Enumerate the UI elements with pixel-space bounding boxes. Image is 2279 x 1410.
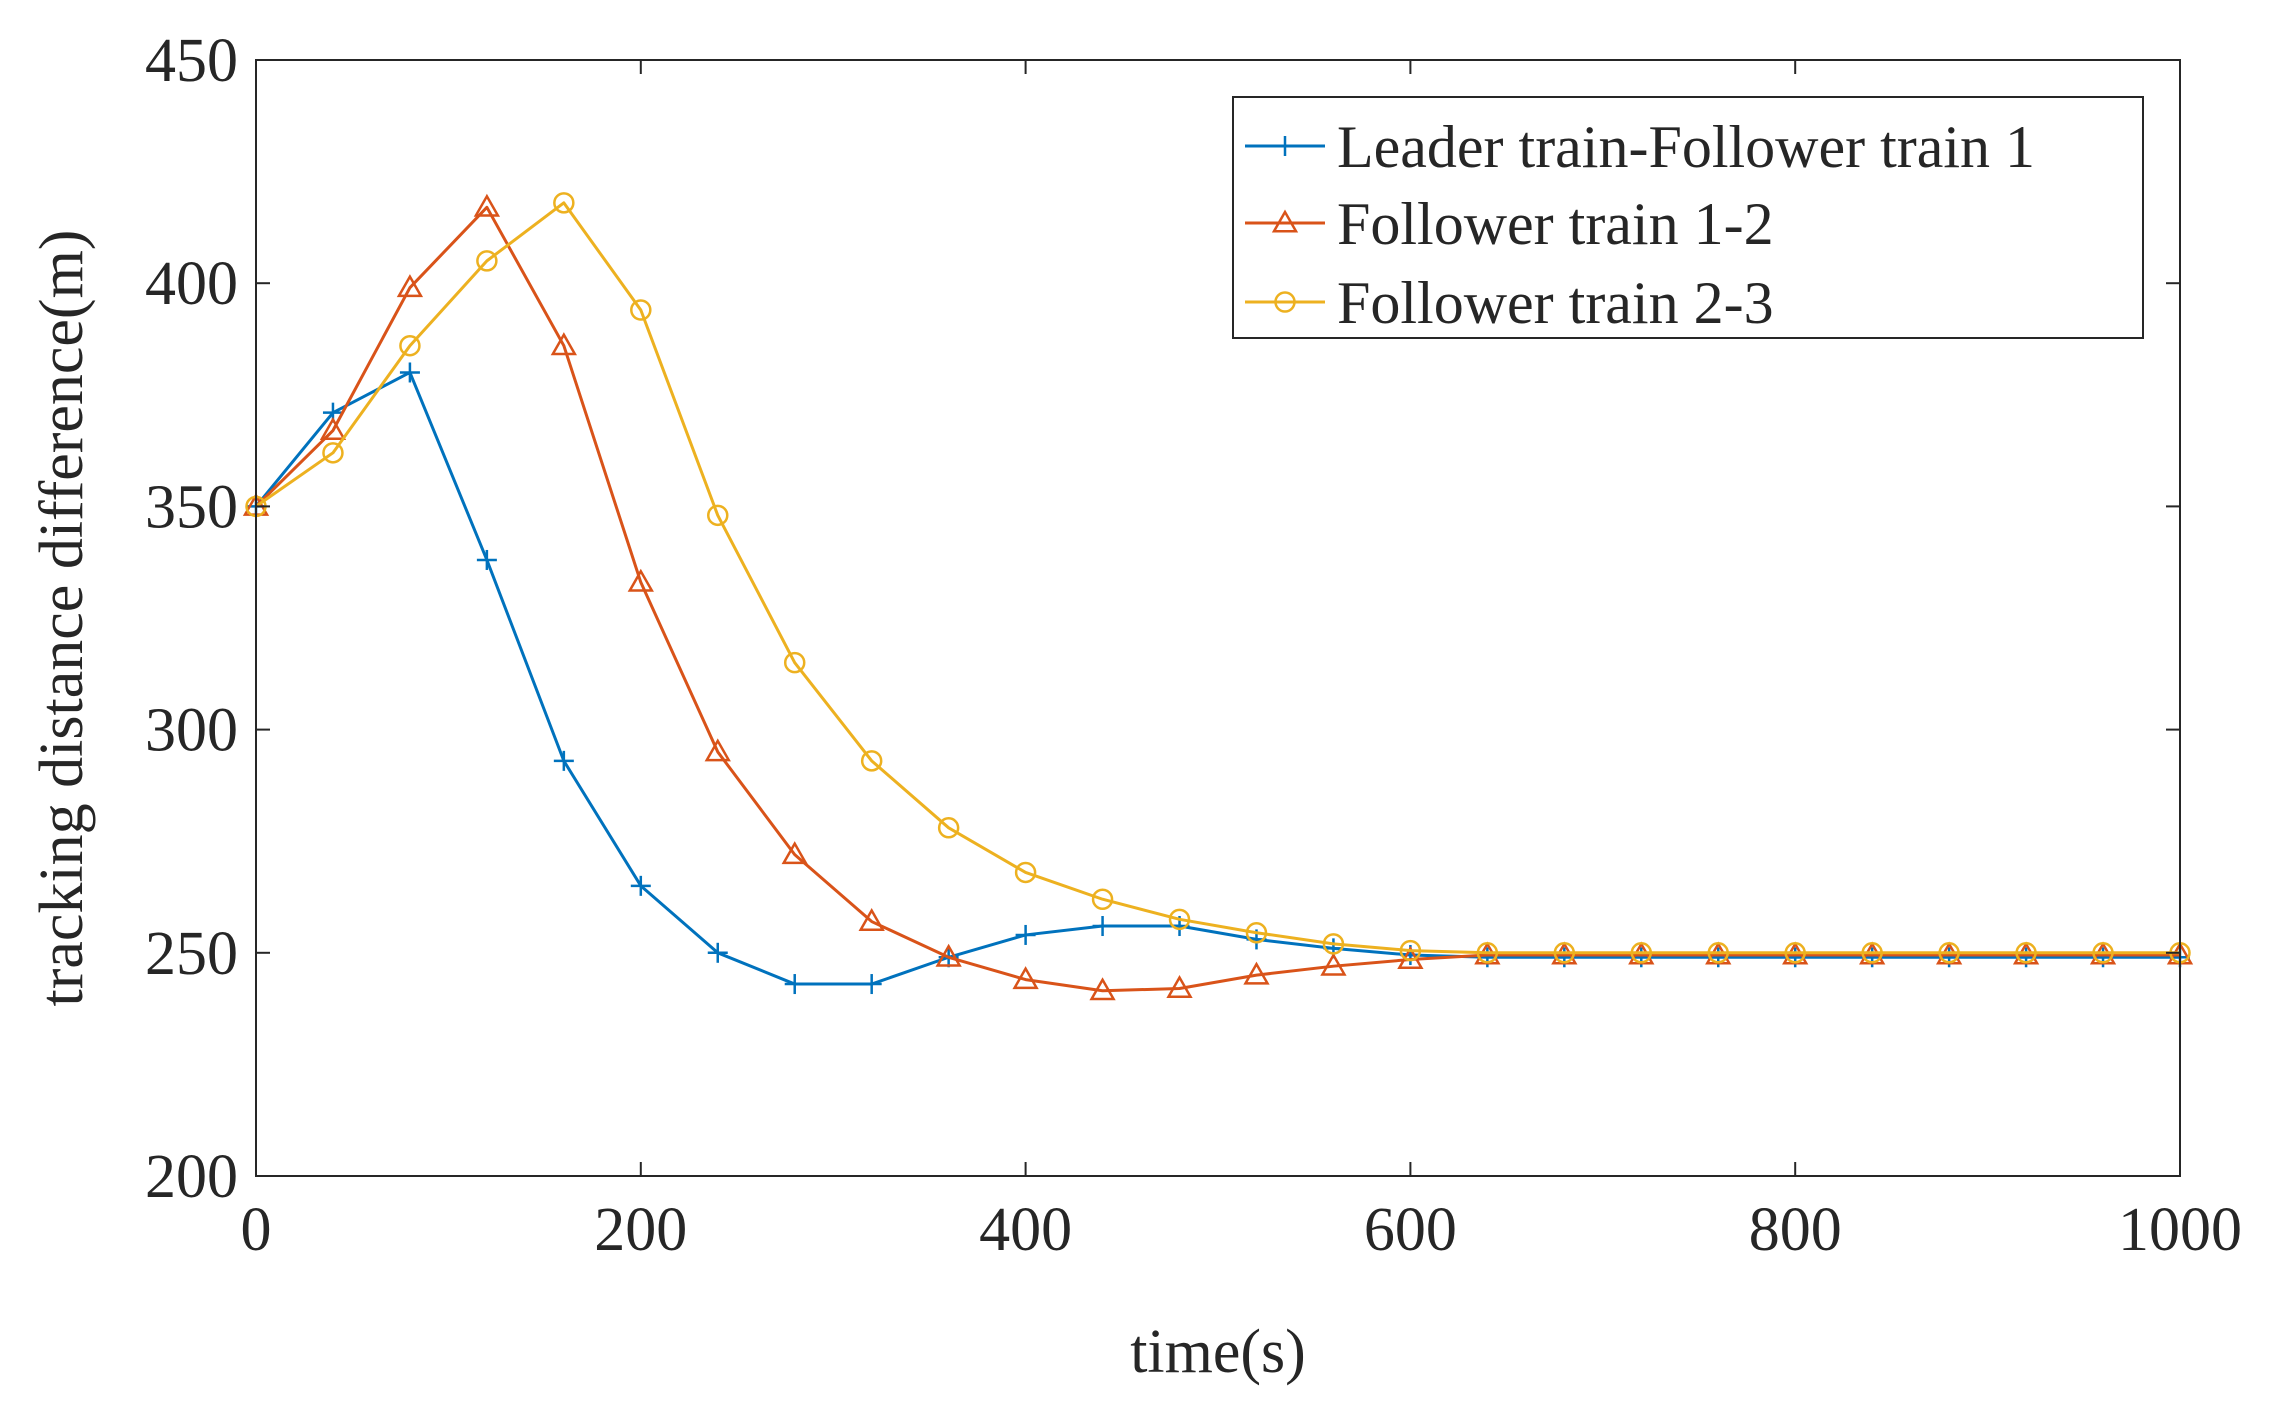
series-2-point: [473, 193, 501, 217]
series-2-point: [627, 568, 654, 592]
series-3-point: [1476, 942, 1499, 964]
series-3-line: [255, 201, 2180, 955]
series-1-point: [399, 362, 420, 383]
legend-entry-2: Follower train 1-2: [1245, 191, 1774, 257]
series-2-point: [1243, 961, 1270, 985]
series-2-point: [781, 841, 808, 865]
plot-area-frame: [255, 59, 2181, 1177]
x-tick-label: 1000: [2118, 1196, 2242, 1264]
series-3-point: [1861, 942, 1883, 964]
series-3-point: [783, 651, 806, 674]
series-2-point: [1089, 977, 1116, 1001]
series-1-point: [1015, 924, 1036, 945]
y-axis-label: tracking distance difference(m): [28, 230, 96, 1007]
series-1-point: [553, 750, 574, 771]
series-3-point: [1245, 921, 1268, 944]
series-3-point: [2015, 942, 2037, 964]
series-3-point: [1014, 861, 1037, 884]
y-tick-label: 450: [145, 27, 238, 95]
series-3-point: [707, 504, 729, 527]
series-3-point: [937, 817, 960, 839]
series-1-point: [1092, 916, 1113, 937]
series-3-point: [1168, 908, 1191, 931]
series-3-point: [1553, 942, 1576, 964]
legend-swatch-marker: [1271, 209, 1299, 233]
series-2-point: [319, 416, 347, 441]
legend: Leader train-Follower train 1 Follower tr…: [1232, 96, 2144, 339]
legend-label: Follower train 1-2: [1337, 191, 1774, 257]
legend-swatch-marker: [1275, 136, 1295, 156]
series-3-point: [1091, 888, 1114, 910]
legend-box: [1232, 96, 2144, 339]
series-2-point: [550, 332, 577, 356]
series-3: [245, 192, 2191, 964]
series-3-point: [860, 750, 883, 772]
y-tick-label: 250: [145, 920, 238, 988]
y-tick-label: 350: [145, 473, 238, 541]
series-3-point: [476, 250, 498, 272]
series-2-line: [254, 205, 2180, 993]
y-tick-label: 300: [145, 697, 238, 765]
series-2-point: [1012, 966, 1039, 990]
series-3-point: [630, 299, 652, 321]
series-1-point: [861, 974, 882, 995]
y-tick-label: 400: [145, 250, 238, 318]
series-1-point: [707, 942, 728, 963]
x-tick-label: 0: [241, 1196, 272, 1264]
series-2-point: [935, 943, 962, 967]
x-tick-label: 200: [594, 1196, 687, 1264]
x-axis-label: time(s): [1130, 1318, 1306, 1386]
series-2-point: [858, 908, 885, 932]
legend-label: Leader train-Follower train 1: [1337, 114, 2035, 180]
y-tick-label: 200: [145, 1143, 238, 1211]
legend-label: Follower train 2-3: [1337, 270, 1774, 336]
series-2-point: [704, 738, 731, 762]
series-3-point: [1322, 933, 1345, 955]
series-1-line: [254, 370, 2180, 986]
series-3-point: [1707, 942, 1729, 964]
series-1-point: [630, 875, 651, 896]
legend-entries: Leader train-Follower train 1 Follower tr…: [1245, 114, 2035, 336]
legend-entry-1: Leader train-Follower train 1: [1245, 114, 2035, 180]
series-3-point: [399, 334, 421, 357]
series-3-point: [1399, 939, 1422, 962]
series-2-point: [396, 274, 424, 298]
series-1-point: [784, 974, 805, 995]
series-3-point: [1630, 942, 1653, 964]
legend-entry-3: Follower train 2-3: [1245, 270, 1774, 336]
series-2-point: [1320, 952, 1347, 976]
series-3-point: [1938, 942, 1960, 964]
series-3-point: [1784, 942, 1806, 964]
x-tick-label: 400: [979, 1196, 1072, 1264]
series-1-point: [476, 549, 497, 570]
series-2-point: [1166, 974, 1193, 999]
series-3-point: [553, 192, 575, 214]
x-tick-label: 600: [1364, 1196, 1457, 1264]
series-3-point: [2092, 942, 2114, 964]
legend-swatch-marker: [1274, 291, 1296, 313]
series-layer: [242, 192, 2194, 1001]
x-tick-label: 800: [1749, 1196, 1842, 1264]
series-3-point: [322, 442, 344, 464]
